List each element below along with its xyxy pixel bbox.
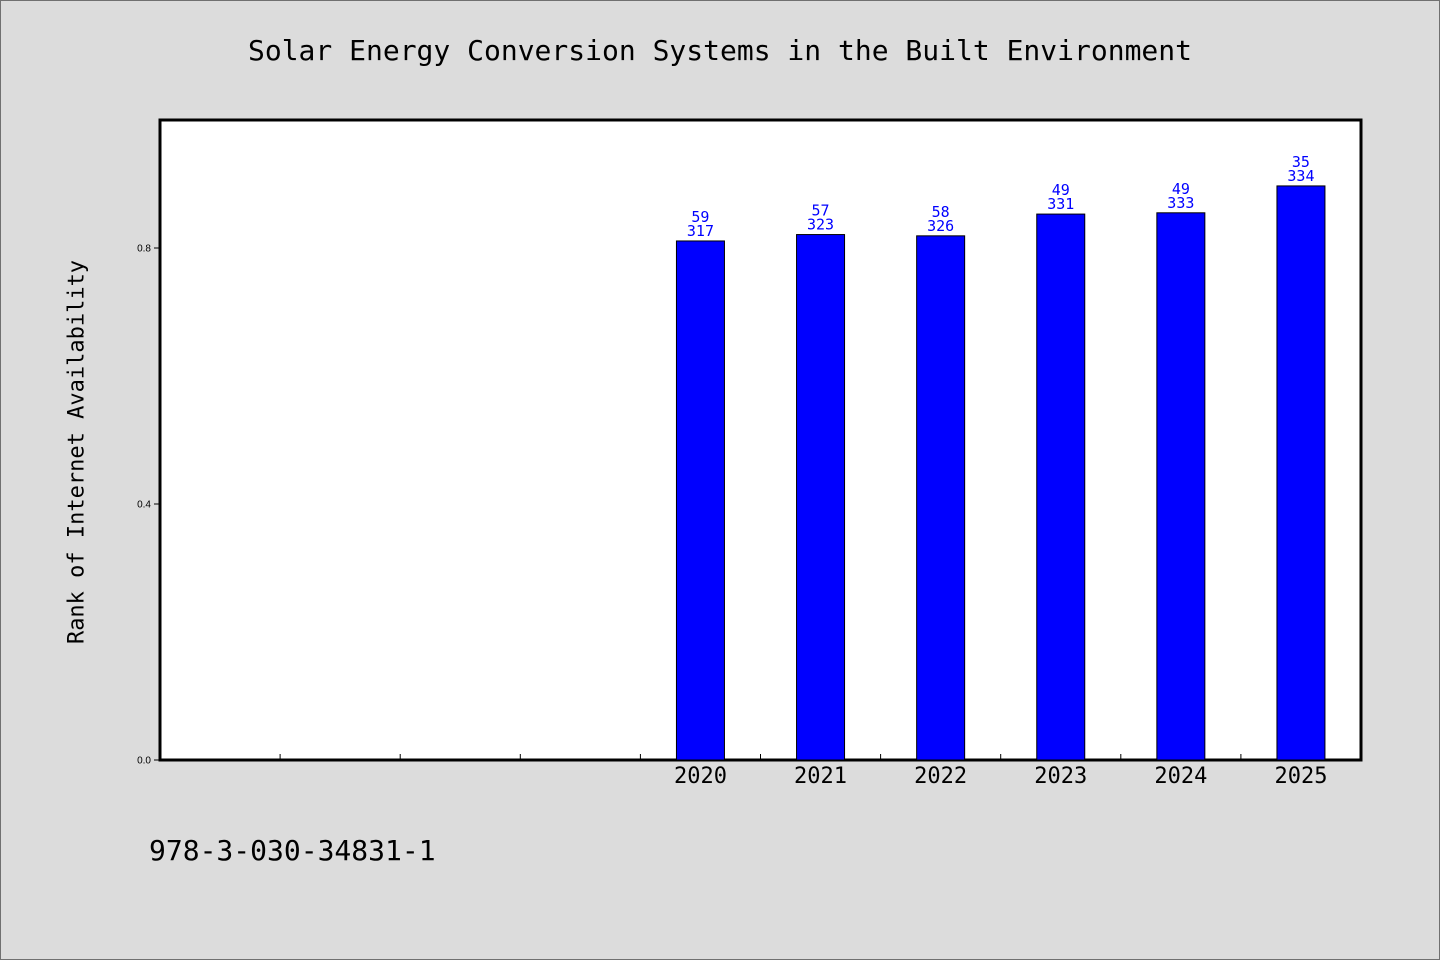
y-axis-ticks: 0.0 0.4 0.8 (137, 244, 160, 767)
bar-2021 (796, 234, 846, 761)
bar-label-top: 57 (812, 202, 830, 220)
isbn-text: 978-3-030-34831-1 (149, 834, 436, 867)
y-tick-label: 0.4 (137, 500, 151, 511)
bar-label-top: 58 (932, 203, 950, 221)
bar-label-bottom: 334 (1287, 167, 1314, 185)
x-tick-label: 2023 (1034, 764, 1087, 789)
x-axis-ticks: 2020 2021 2022 2023 2024 2025 (279, 754, 1327, 789)
bar-label-bottom: 326 (927, 217, 954, 235)
bar-2024 (1156, 212, 1206, 761)
bar-label-top: 35 (1292, 153, 1310, 171)
bar-label-top: 59 (691, 208, 709, 226)
x-tick-label: 2020 (674, 764, 727, 789)
bar-label-bottom: 331 (1047, 195, 1074, 213)
bar-label-bottom: 317 (687, 222, 714, 240)
chart-title: Solar Energy Conversion Systems in the B… (247, 34, 1192, 67)
y-tick-label: 0.0 (137, 756, 151, 767)
y-tick-label: 0.8 (137, 244, 151, 255)
bar-label-bottom: 323 (807, 216, 834, 234)
bar-2023 (1036, 213, 1086, 761)
bars-group (675, 185, 1326, 761)
x-tick-label: 2021 (794, 764, 847, 789)
bar-label-top: 49 (1052, 181, 1070, 199)
bar-label-top: 49 (1172, 180, 1190, 198)
bar-label-bottom: 333 (1167, 194, 1194, 212)
x-tick-label: 2022 (914, 764, 967, 789)
bar-2022 (916, 235, 966, 761)
bar-2020 (675, 240, 725, 761)
bar-2025 (1276, 185, 1326, 761)
x-tick-label: 2025 (1274, 764, 1327, 789)
x-tick-label: 2024 (1154, 764, 1207, 789)
